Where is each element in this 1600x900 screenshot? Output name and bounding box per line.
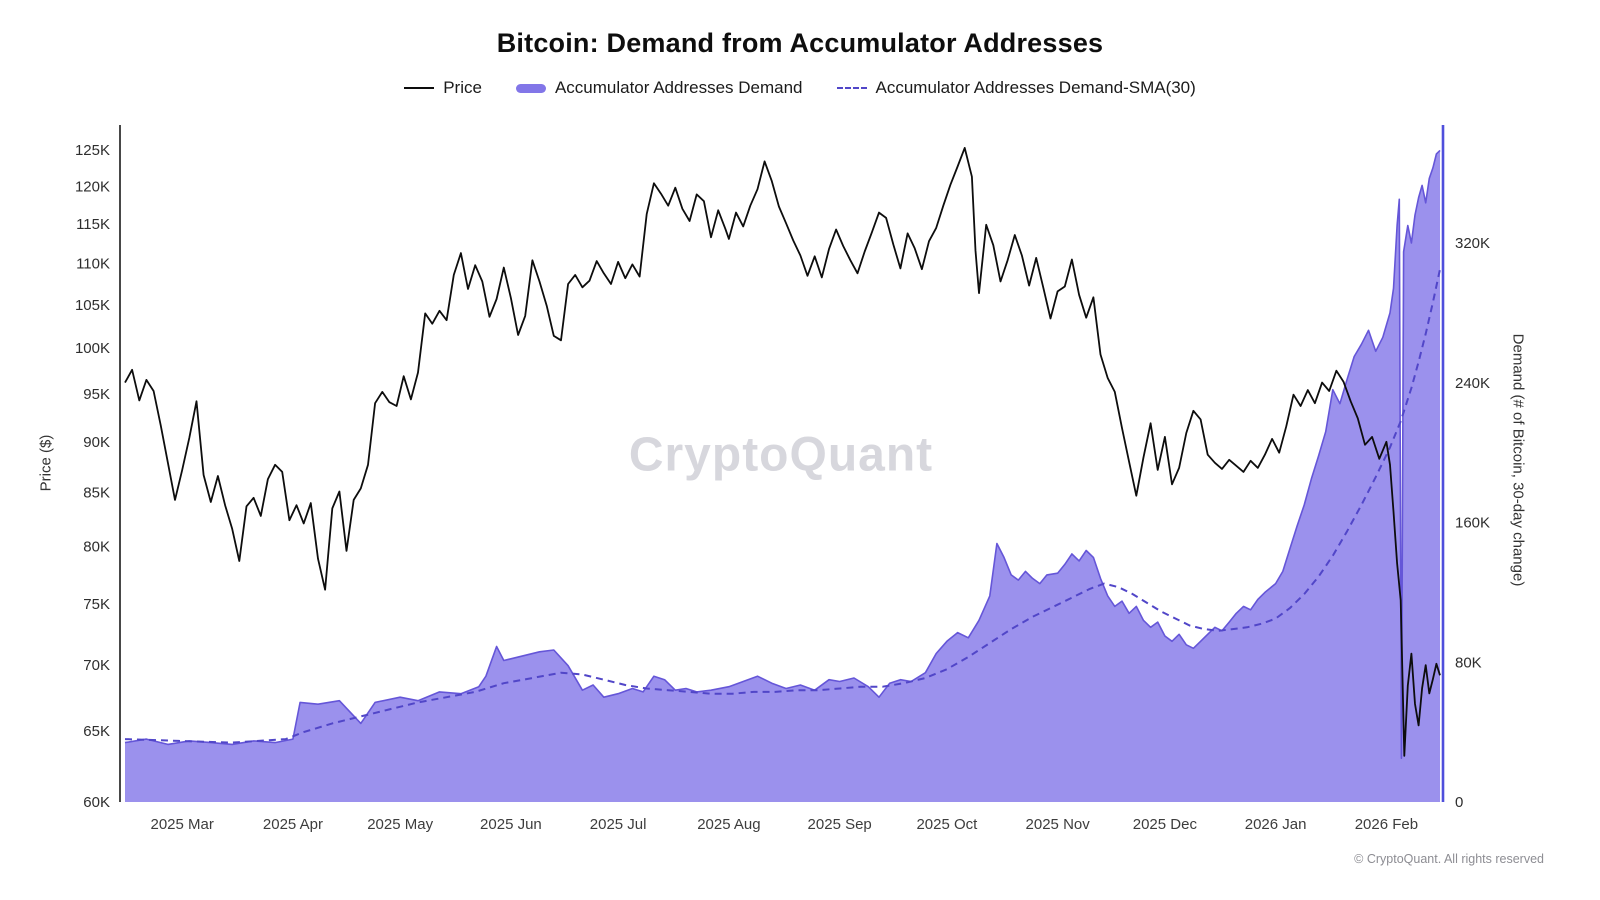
price-tick-label: 115K	[76, 216, 110, 233]
x-tick-label: 2025 Aug	[697, 816, 760, 833]
sma-dashed-swatch-icon	[836, 87, 867, 89]
demand-sma-line	[124, 268, 1441, 744]
demand-area-swatch-icon	[515, 83, 546, 93]
x-tick-label: 2025 Oct	[916, 816, 978, 833]
price-tick-label: 75K	[83, 596, 110, 613]
price-tick-label: 85K	[83, 485, 110, 502]
price-line-swatch-icon	[404, 87, 435, 89]
legend-label-demand: Accumulator Addresses Demand	[554, 78, 803, 97]
left-axis-title: Price ($)	[37, 434, 55, 492]
x-tick-label: 2025 Jul	[590, 816, 647, 833]
x-tick-label: 2025 Nov	[1026, 816, 1091, 833]
price-tick-label: 60K	[83, 794, 110, 811]
price-tick-label: 110K	[76, 256, 110, 273]
right-axis-title: Demand (# of Bitcoin, 30-day change)	[1509, 333, 1527, 587]
legend-item-price[interactable]: Price	[404, 78, 482, 98]
price-tick-label: 100K	[75, 340, 110, 357]
legend-label-price: Price	[443, 78, 482, 97]
demand-tick-label: 0	[1455, 794, 1463, 811]
price-tick-label: 80K	[83, 538, 110, 555]
legend-item-demand-sma[interactable]: Accumulator Addresses Demand-SMA(30)	[836, 78, 1196, 98]
x-tick-label: 2025 Dec	[1133, 816, 1198, 833]
copyright-note: © CryptoQuant. All rights reserved	[1354, 852, 1544, 866]
price-tick-label: 105K	[75, 297, 110, 314]
demand-tick-label: 240K	[1455, 375, 1490, 392]
x-tick-label: 2026 Jan	[1245, 816, 1307, 833]
demand-area-edge	[124, 149, 1441, 760]
x-tick-label: 2026 Feb	[1355, 816, 1418, 833]
demand-area	[125, 150, 1440, 802]
x-tick-label: 2025 Mar	[150, 816, 213, 833]
demand-tick-label: 160K	[1455, 515, 1490, 532]
demand-tick-label: 80K	[1455, 654, 1482, 671]
chart-legend: Price Accumulator Addresses Demand Accum…	[0, 78, 1600, 98]
legend-label-demand-sma: Accumulator Addresses Demand-SMA(30)	[875, 78, 1196, 97]
demand-tick-label: 320K	[1455, 235, 1490, 252]
price-tick-label: 125K	[75, 142, 110, 159]
x-tick-label: 2025 Apr	[263, 816, 323, 833]
price-tick-label: 120K	[75, 178, 110, 195]
price-line	[124, 147, 1441, 757]
price-tick-label: 95K	[83, 386, 110, 403]
price-tick-label: 65K	[83, 723, 110, 740]
chart-title: Bitcoin: Demand from Accumulator Address…	[496, 28, 1104, 58]
x-tick-label: 2025 May	[367, 816, 433, 833]
x-tick-label: 2025 Jun	[480, 816, 542, 833]
price-tick-label: 90K	[83, 434, 110, 451]
legend-item-demand[interactable]: Accumulator Addresses Demand	[515, 78, 803, 98]
price-tick-label: 70K	[83, 657, 110, 674]
x-tick-label: 2025 Sep	[808, 816, 872, 833]
cryptoquant-watermark: CryptoQuant	[628, 428, 934, 482]
